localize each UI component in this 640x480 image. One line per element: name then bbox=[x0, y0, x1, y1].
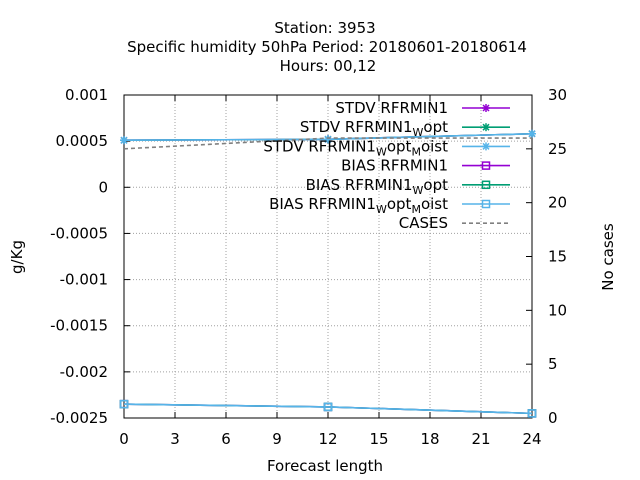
legend-marker bbox=[481, 161, 491, 170]
y2-tick-label: 20 bbox=[548, 194, 567, 212]
x-axis-label: Forecast length bbox=[267, 457, 383, 475]
y2-tick-label: 15 bbox=[548, 248, 567, 266]
legend-label: STDV RFRMIN1Wopt bbox=[300, 118, 448, 139]
tick-labels: 0 3 6 9 12 15 18 21 24 0.001 0.0005 0 -0.0005 -0.001 -… bbox=[50, 86, 567, 448]
legend-label: STDV RFRMIN1WoptMoist bbox=[263, 137, 448, 158]
legend-marker bbox=[481, 199, 491, 209]
x-tick-label: 0 bbox=[119, 430, 129, 448]
x-tick-label: 9 bbox=[272, 430, 282, 448]
y-tick-label: 0.001 bbox=[65, 86, 108, 104]
title-line-1: Station: 3953 bbox=[274, 19, 375, 37]
data-point bbox=[120, 136, 128, 145]
marker-stroke bbox=[482, 104, 490, 112]
legend-marker bbox=[482, 123, 490, 132]
legend-entry: BIAS RFRMIN1Wopt bbox=[306, 176, 510, 197]
legend-label: STDV RFRMIN1 bbox=[335, 99, 448, 117]
title-line-3: Hours: 00,12 bbox=[280, 57, 377, 75]
series-line bbox=[123, 403, 533, 415]
x-tick-label: 6 bbox=[221, 430, 231, 448]
x-tick-label: 18 bbox=[420, 430, 439, 448]
y2-tick-label: 25 bbox=[548, 140, 567, 158]
x-tick-label: 15 bbox=[369, 430, 388, 448]
data-point bbox=[323, 402, 333, 412]
y-tick-label: -0.002 bbox=[60, 363, 108, 381]
y-axis-label: g/Kg bbox=[8, 240, 26, 274]
data-point bbox=[119, 399, 129, 409]
y-tick-label: 0.0005 bbox=[56, 132, 109, 150]
legend-entry: BIAS RFRMIN1 bbox=[341, 157, 510, 175]
y-tick-label: -0.0015 bbox=[50, 317, 108, 335]
title-line-2: Specific humidity 50hPa Period: 20180601… bbox=[127, 38, 527, 56]
legend-entry: STDV RFRMIN1Wopt bbox=[300, 118, 510, 139]
plot-frame bbox=[123, 94, 533, 419]
series-line bbox=[123, 137, 532, 150]
legend-marker bbox=[482, 142, 490, 151]
marker-stroke bbox=[482, 123, 490, 131]
y2-tick-label: 10 bbox=[548, 301, 567, 319]
chart-title: Station: 3953 Specific humidity 50hPa Pe… bbox=[127, 19, 527, 75]
x-tick-label: 3 bbox=[170, 430, 180, 448]
y2-tick-label: 30 bbox=[548, 86, 567, 104]
marker-stroke bbox=[528, 130, 536, 138]
y2-axis-label: No cases bbox=[599, 223, 617, 291]
y-tick-label: -0.0005 bbox=[50, 224, 108, 242]
legend-label: BIAS RFRMIN1 bbox=[341, 157, 448, 175]
data-point bbox=[528, 129, 536, 138]
series-5 bbox=[119, 399, 537, 418]
series-2 bbox=[120, 129, 536, 145]
grid bbox=[124, 95, 532, 418]
data-point bbox=[527, 409, 537, 418]
series-6 bbox=[123, 137, 532, 150]
plot-area bbox=[119, 129, 537, 418]
marker-stroke bbox=[120, 136, 128, 144]
axes bbox=[123, 94, 533, 419]
legend-label: BIAS RFRMIN1WoptMoist bbox=[269, 195, 448, 216]
legend-marker bbox=[482, 104, 490, 112]
x-tick-label: 24 bbox=[522, 430, 541, 448]
legend-label: BIAS RFRMIN1Wopt bbox=[306, 176, 448, 197]
y-tick-label: -0.001 bbox=[60, 271, 108, 289]
legend-entry: STDV RFRMIN1WoptMoist bbox=[263, 137, 510, 158]
legend-marker bbox=[481, 180, 491, 190]
y-tick-label: -0.0025 bbox=[50, 409, 108, 427]
legend-label: CASES bbox=[399, 214, 448, 232]
x-tick-label: 12 bbox=[318, 430, 337, 448]
x-tick-label: 21 bbox=[471, 430, 490, 448]
y-tick-label: 0 bbox=[98, 178, 108, 196]
legend-entry: BIAS RFRMIN1WoptMoist bbox=[269, 195, 510, 216]
marker-stroke bbox=[482, 142, 490, 150]
legend-entry: CASES bbox=[399, 214, 510, 232]
y2-tick-label: 0 bbox=[548, 409, 558, 427]
y2-tick-label: 5 bbox=[548, 355, 558, 373]
legend-entry: STDV RFRMIN1 bbox=[335, 99, 510, 117]
